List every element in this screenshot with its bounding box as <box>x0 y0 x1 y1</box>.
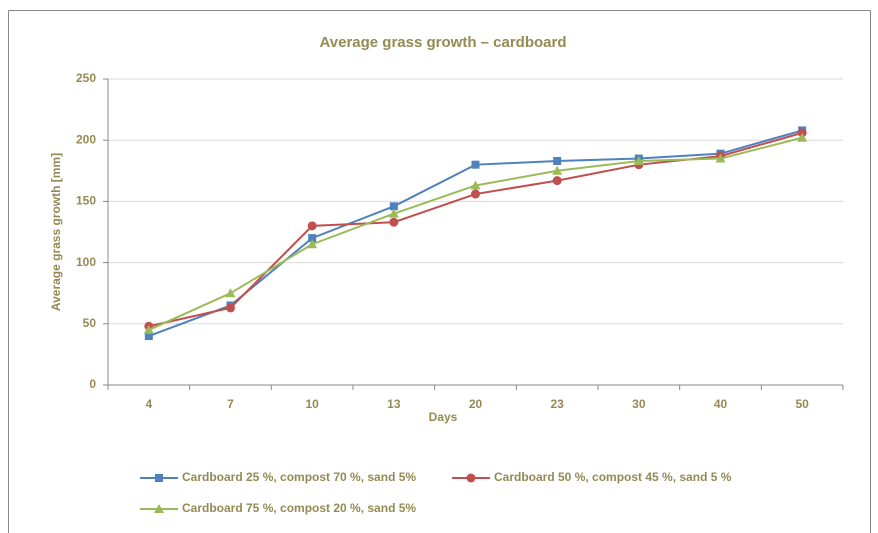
data-point <box>471 189 480 199</box>
x-tick-label: 20 <box>469 397 483 411</box>
data-point <box>226 303 235 313</box>
legend-label: Cardboard 25 %, compost 70 %, sand 5% <box>182 470 416 484</box>
data-point <box>471 160 480 169</box>
chart-title: Average grass growth – cardboard <box>319 34 566 51</box>
data-point <box>389 217 399 227</box>
y-tick-label: 150 <box>76 194 96 208</box>
legend-marker <box>155 474 163 482</box>
y-axis-title: Average grass growth [mm] <box>49 153 63 311</box>
data-point <box>552 176 562 186</box>
data-point <box>797 132 808 142</box>
legend-label: Cardboard 75 %, compost 20 %, sand 5% <box>182 501 416 515</box>
data-point <box>633 156 644 166</box>
data-point <box>143 324 154 334</box>
legend-label: Cardboard 50 %, compost 45 %, sand 5 % <box>494 470 732 484</box>
data-point <box>225 288 236 298</box>
y-tick-label: 0 <box>89 377 96 391</box>
y-tick-label: 100 <box>76 255 96 269</box>
y-tick-label: 200 <box>76 132 96 146</box>
x-tick-label: 7 <box>227 397 234 411</box>
legend-marker <box>154 504 164 513</box>
data-point <box>553 157 562 166</box>
data-point <box>308 234 317 243</box>
data-point <box>388 208 399 218</box>
x-tick-label: 40 <box>714 397 728 411</box>
data-point <box>470 180 481 190</box>
data-point <box>307 239 318 249</box>
data-point <box>307 221 317 231</box>
data-point <box>552 165 563 175</box>
x-tick-label: 23 <box>550 397 564 411</box>
y-tick-label: 50 <box>83 316 97 330</box>
x-tick-label: 13 <box>387 397 401 411</box>
y-tick-label: 250 <box>76 71 96 85</box>
data-point <box>389 202 398 211</box>
data-point <box>144 332 153 341</box>
x-tick-label: 50 <box>795 397 809 411</box>
x-tick-label: 30 <box>632 397 646 411</box>
x-tick-label: 4 <box>145 397 152 411</box>
data-point <box>715 153 726 163</box>
x-axis-title: Days <box>429 410 458 424</box>
x-tick-label: 10 <box>305 397 319 411</box>
legend-marker <box>466 473 476 483</box>
